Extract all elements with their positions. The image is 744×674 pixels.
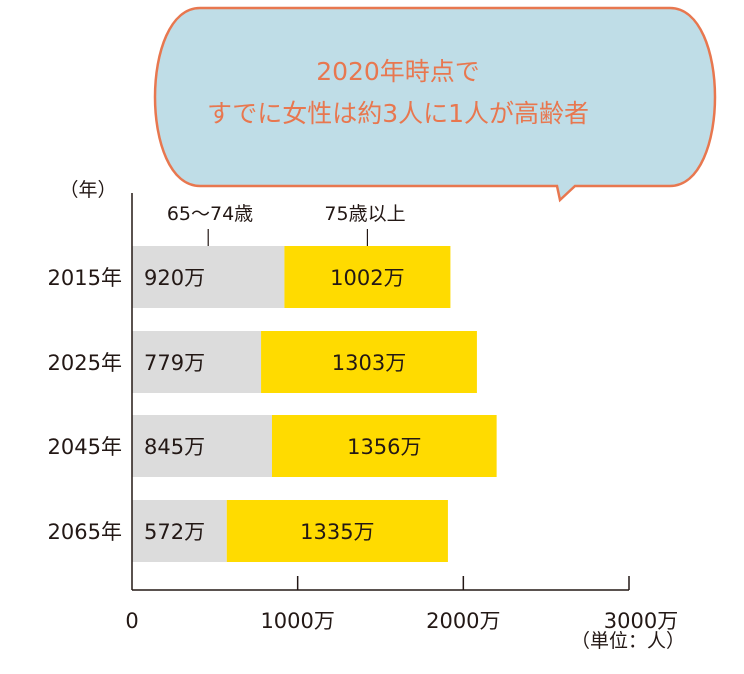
category-label: 2025年 [48,351,122,375]
bar-value-label: 572万 [144,520,205,544]
x-tick-label: 3000万 [604,609,678,633]
bar-age-75-plus [261,331,477,393]
bar-age-75-plus [271,415,497,477]
bar-age-65-74 [132,500,227,562]
category-label: 2045年 [48,435,122,459]
bar-age-75-plus [226,500,448,562]
category-label: 2015年 [48,266,122,290]
bar-value-label: 1303万 [332,351,406,375]
bar-value-label: 845万 [144,435,205,459]
bar-value-label: 920万 [144,266,205,290]
category-label: 2065年 [48,520,122,544]
callout-line-1: 2020年時点で [316,57,480,86]
bar-age-65-74 [132,331,262,393]
legend-label: 65〜74歳 [167,203,253,225]
x-tick-label: 1000万 [260,609,334,633]
bar-age-75-plus [284,246,451,308]
x-tick-label: 2000万 [426,609,500,633]
unit-label: （単位：人） [571,630,685,652]
bar-value-label: 1335万 [300,520,374,544]
bar-value-label: 1356万 [347,435,421,459]
y-axis-title: （年） [59,179,116,201]
legend-label: 75歳以上 [324,203,405,225]
bar-age-65-74 [132,415,272,477]
bar-age-65-74 [132,246,285,308]
bar-value-label: 1002万 [330,266,404,290]
bar-value-label: 779万 [144,351,205,375]
speech-bubble [153,6,717,203]
callout-line-2: すでに女性は約3人に1人が高齢者 [207,99,589,128]
x-tick-label: 0 [125,609,138,633]
